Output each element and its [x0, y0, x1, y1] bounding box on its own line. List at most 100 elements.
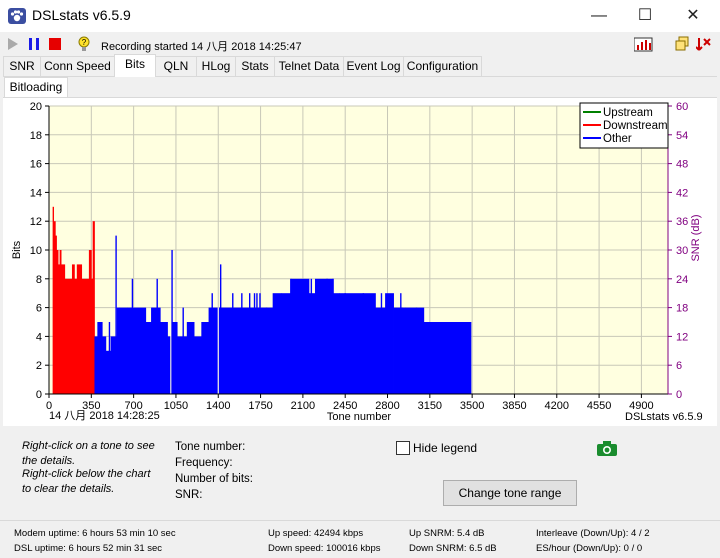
dsl-uptime: DSL uptime: 6 hours 52 min 31 sec [14, 543, 163, 554]
x-tick-label: 2100 [291, 400, 315, 412]
tab-qln[interactable]: QLN [155, 56, 197, 76]
tab-event-log[interactable]: Event Log [343, 56, 404, 76]
bit-bar [59, 250, 62, 394]
bit-bar [58, 264, 61, 394]
number-of-bits-label: Number of bits: [175, 473, 253, 485]
x-tick-label: 4200 [545, 400, 569, 412]
svg-text:?: ? [82, 38, 87, 47]
tone-number-label: Tone number: [175, 441, 246, 453]
tab-telnet-data[interactable]: Telnet Data [274, 56, 344, 76]
bit-bar [81, 278, 90, 394]
bit-bar [333, 293, 340, 394]
tab-bits[interactable]: Bits [114, 54, 156, 77]
bit-bar [429, 322, 449, 394]
x-tick-label: 2800 [375, 400, 399, 412]
bit-bar [55, 235, 57, 394]
app-paw-icon [8, 8, 26, 24]
bit-bar [423, 322, 431, 394]
bit-bar [167, 336, 172, 394]
checkbox-box[interactable] [396, 441, 410, 455]
bit-bar [105, 350, 112, 394]
y2-tick-label: 6 [676, 360, 682, 372]
y-tick-label: 18 [30, 130, 42, 142]
help-lightbulb-icon[interactable]: ? [76, 36, 92, 52]
modem-uptime: Modem uptime: 6 hours 53 min 10 sec [14, 528, 176, 539]
copy-windows-icon[interactable] [674, 36, 690, 52]
bit-bar [127, 307, 135, 394]
bit-bar [94, 336, 98, 394]
y2-tick-label: 24 [676, 274, 688, 286]
x-tick-label: 2450 [333, 400, 357, 412]
stop-icon[interactable] [47, 36, 63, 52]
down-speed: Down speed: 100016 kbps [268, 543, 381, 554]
y2-tick-label: 48 [676, 159, 688, 171]
x-tick-label: 1400 [206, 400, 230, 412]
toolbar: ? Recording started 14 八月 2018 14:25:47 [0, 33, 720, 55]
x-tick-label: 700 [124, 400, 142, 412]
y-tick-label: 10 [30, 245, 42, 257]
tab-snr[interactable]: SNR [3, 56, 41, 76]
bit-bar [151, 307, 161, 394]
y2-tick-label: 30 [676, 245, 688, 257]
status-bar: Modem uptime: 6 hours 53 min 10 sec DSL … [0, 520, 720, 558]
down-snrm: Down SNRM: 6.5 dB [409, 543, 497, 554]
interleave: Interleave (Down/Up): 4 / 2 [536, 528, 650, 539]
hint-line-2: the details. [22, 455, 76, 467]
y-axis-label: Bits [11, 240, 23, 259]
x-tick-label: 4550 [587, 400, 611, 412]
bit-bar [375, 307, 386, 394]
y2-tick-label: 18 [676, 303, 688, 315]
bit-bar [74, 278, 78, 394]
x-tick-label: 3150 [418, 400, 442, 412]
tab-conn-speed[interactable]: Conn Speed [40, 56, 115, 76]
maximize-button[interactable]: ☐ [637, 7, 653, 24]
y2-tick-label: 12 [676, 331, 688, 343]
bit-bar [110, 336, 118, 394]
bit-bar [405, 307, 425, 394]
tab-stats[interactable]: Stats [235, 56, 275, 76]
chart-panel: 0 350 700 1050 1400 1750 2100 2450 2800 3150 3500 3… [3, 97, 717, 426]
chart-snapshot-icon[interactable] [634, 36, 654, 52]
bit-bar [314, 278, 334, 394]
close-button[interactable]: ✕ [686, 7, 700, 24]
title-bar: DSLstats v6.5.9 — ☐ ✕ [0, 0, 720, 32]
bit-bar [240, 307, 255, 394]
y-tick-label: 2 [36, 360, 42, 372]
main-tabs: SNR Conn Speed Bits QLN HLog Stats Telne… [3, 54, 717, 77]
y2-tick-label: 54 [676, 130, 688, 142]
tab-configuration[interactable]: Configuration [403, 56, 482, 76]
reset-arrow-icon[interactable] [696, 36, 712, 52]
minimize-button[interactable]: — [591, 7, 607, 24]
bitloading-chart[interactable]: 0 350 700 1050 1400 1750 2100 2450 2800 3150 3500 3… [3, 98, 717, 426]
camera-icon[interactable] [596, 440, 618, 457]
x-tick-label: 1750 [248, 400, 272, 412]
x-tick-label: 1050 [164, 400, 188, 412]
play-icon[interactable] [5, 36, 21, 52]
snr-label: SNR: [175, 489, 203, 501]
pause-icon[interactable] [26, 36, 42, 52]
bit-bar [76, 264, 83, 394]
hide-legend-label: Hide legend [413, 441, 478, 455]
change-tone-range-button[interactable]: Change tone range [443, 480, 577, 506]
bit-bar [64, 278, 73, 394]
bit-bar [220, 307, 234, 394]
x-tick-label: 0 [46, 400, 52, 412]
bit-bar [145, 322, 153, 394]
tab-hlog[interactable]: HLog [196, 56, 236, 76]
legend-other: Other [603, 133, 632, 145]
x-axis-label: Tone number [327, 411, 392, 423]
bit-bar [447, 322, 472, 394]
y-tick-label: 14 [30, 187, 42, 199]
chart-watermark: DSLstats v6.5.9 [625, 411, 703, 423]
tab-bitloading[interactable]: Bitloading [4, 77, 68, 98]
chart-legend[interactable]: Upstream Downstream Other [579, 102, 669, 149]
bit-bar [133, 307, 147, 394]
bit-bar [385, 293, 394, 394]
bit-bar [308, 293, 316, 394]
x-tick-label: 4900 [629, 400, 653, 412]
bit-bar [102, 336, 107, 394]
bit-bar [232, 307, 241, 394]
bit-bar [52, 206, 54, 394]
up-snrm: Up SNRM: 5.4 dB [409, 528, 485, 539]
bit-bar [393, 307, 407, 394]
